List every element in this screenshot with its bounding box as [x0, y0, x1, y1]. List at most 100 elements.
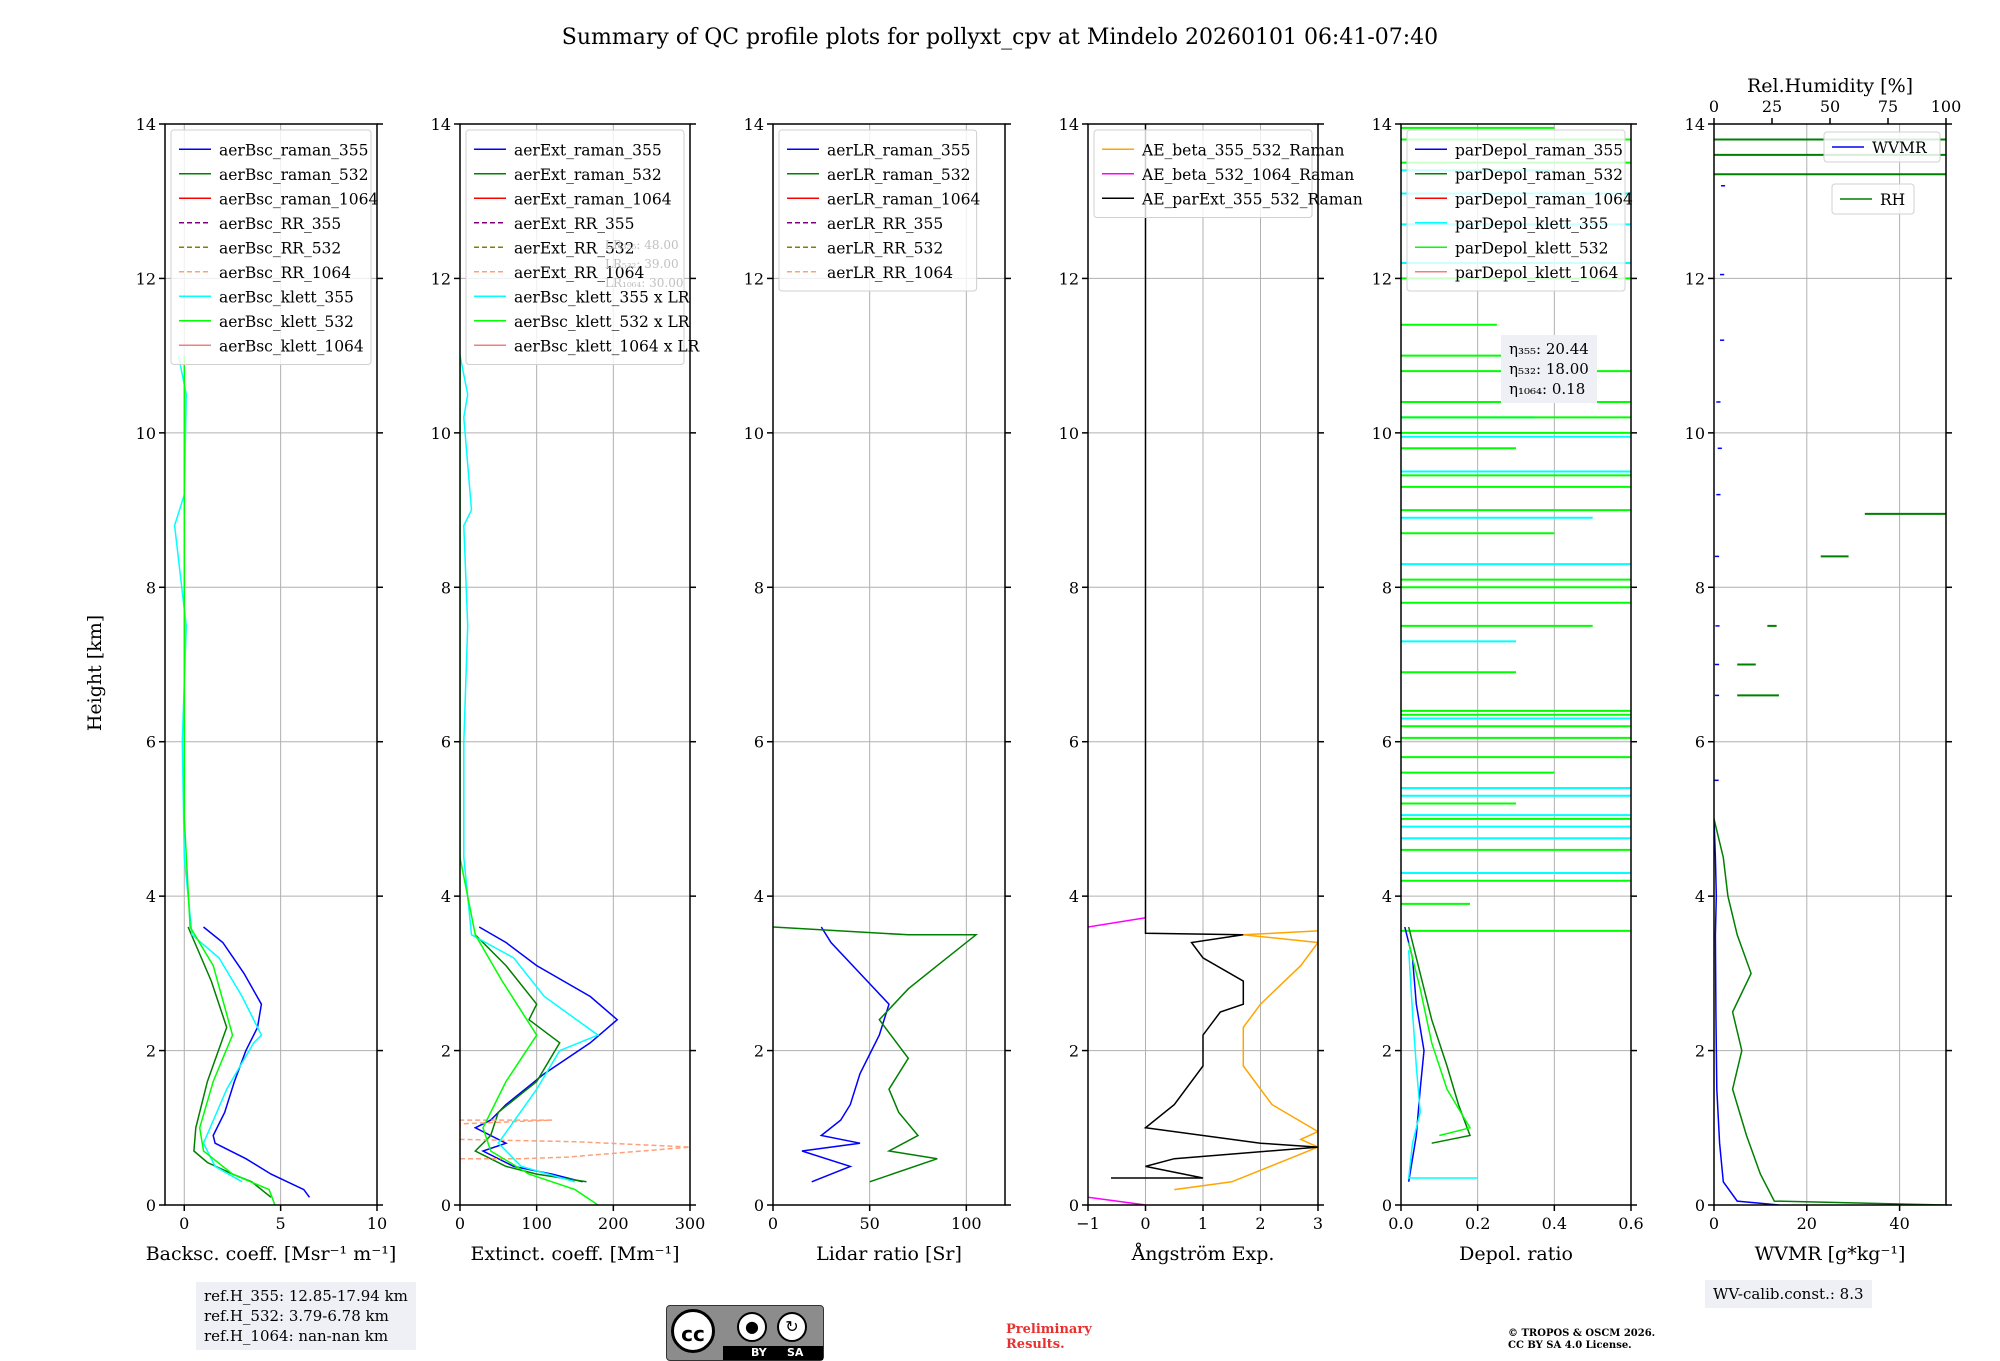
y-tick-label: 10 [431, 424, 451, 443]
legend-label: AE_beta_532_1064_Raman [1141, 166, 1354, 184]
legend-label: parDepol_klett_1064 [1455, 264, 1618, 282]
y-tick-label: 12 [744, 269, 764, 288]
plot-series [773, 926, 979, 1183]
eta-1064: η₁₀₆₄: 0.18 [1509, 380, 1586, 398]
preliminary-line2: Results. [1006, 1337, 1065, 1352]
x2-tick-label: 25 [1762, 97, 1782, 116]
legend-label: aerBsc_klett_1064 x LR [514, 337, 701, 355]
y-tick-label: 4 [1382, 887, 1392, 906]
legend-label: aerExt_RR_532 [514, 239, 635, 257]
x-tick-label: 50 [859, 1214, 879, 1233]
preliminary-notice: Preliminary Results. [1006, 1322, 1092, 1352]
x-tick-label: 0.0 [1388, 1214, 1413, 1233]
x2-tick-label: 50 [1820, 97, 1840, 116]
plot-series [173, 355, 311, 1205]
legend-label: aerExt_raman_355 [514, 141, 662, 159]
legend-label: parDepol_raman_532 [1455, 166, 1623, 184]
x-tick-label: 0 [455, 1214, 465, 1233]
legend-label: parDepol_klett_532 [1455, 239, 1608, 257]
x2-axis-label: Rel.Humidity [%] [1747, 75, 1913, 97]
ref-height-532: ref.H_532: 3.79-6.78 km [204, 1307, 389, 1325]
series-AE_parExt_355_532_Raman [1111, 124, 1318, 1179]
x-axis-label: Ångström Exp. [1131, 1243, 1275, 1265]
y-tick-label: 6 [1382, 733, 1392, 752]
plot-frame [772, 123, 1006, 1206]
x-tick-label: 0.4 [1542, 1214, 1567, 1233]
plot-series [460, 355, 690, 1205]
x-tick-label: 0 [768, 1214, 778, 1233]
x-tick-label: 20 [1797, 1214, 1817, 1233]
legend: AE_beta_355_532_Raman AE_beta_532_1064_Ra… [1093, 129, 1363, 218]
eta-355: η₃₅₅: 20.44 [1509, 340, 1589, 358]
legend-label: parDepol_raman_1064 [1455, 190, 1633, 208]
by-label: BY [751, 1346, 767, 1359]
series-aerExt_raman_355 [473, 926, 619, 1183]
preliminary-line1: Preliminary [1006, 1322, 1092, 1337]
wv-calib-box: WV-calib.const.: 8.3 [1705, 1280, 1872, 1308]
series-RH [1714, 818, 1946, 1205]
y-tick-label: 8 [1069, 578, 1079, 597]
plot-series [1088, 124, 1318, 1205]
x2-tick-label: 100 [1931, 97, 1962, 116]
legend-label: AE_parExt_355_532_Raman [1141, 190, 1363, 208]
plot-frame [1400, 123, 1632, 1206]
copyright-notice: © TROPOS & OSCM 2026. CC BY SA 4.0 Licen… [1508, 1328, 1655, 1352]
eta-532: η₅₃₂: 18.00 [1509, 360, 1589, 378]
y-tick-label: 4 [754, 887, 764, 906]
panel-depol: 0 2 4 6 8 10 12 14 0.0 0.2 0.4 0.6 Depol. ratio parDe… [1372, 115, 1644, 1265]
copyright-line2: CC BY SA 4.0 License. [1508, 1340, 1632, 1351]
plot-area [1401, 124, 1631, 1205]
plot-frame [1087, 123, 1319, 1206]
x-tick-label: 0 [1140, 1214, 1150, 1233]
y-tick-label: 10 [1372, 424, 1392, 443]
legend-label: aerExt_RR_1064 [514, 264, 645, 282]
legend-box [778, 129, 978, 292]
y-tick-label: 8 [1382, 578, 1392, 597]
legend-label: aerBsc_klett_1064 [219, 337, 364, 355]
y-tick-label: 10 [744, 424, 764, 443]
legend-box [1823, 131, 1941, 163]
y-tick-label: 0 [754, 1196, 764, 1215]
figure-title: Summary of QC profile plots for pollyxt_… [562, 25, 1438, 50]
legend-label: aerBsc_raman_1064 [219, 190, 379, 208]
legend-label: WVMR [1872, 139, 1928, 157]
series-AE_beta_532_1064_Raman [1088, 1196, 1146, 1205]
legend-label: aerLR_raman_355 [827, 141, 970, 159]
x-tick-label: 3 [1313, 1214, 1323, 1233]
legend-box [1831, 183, 1915, 215]
legend: aerBsc_raman_355 aerBsc_raman_532 aerBsc_r… [170, 129, 379, 365]
y-tick-label: 0 [1382, 1196, 1392, 1215]
y-tick-label: 10 [1685, 424, 1705, 443]
legend-label: aerBsc_raman_355 [219, 141, 369, 159]
legend: parDepol_raman_355 parDepol_raman_532 parD… [1406, 129, 1633, 292]
y-tick-label: 14 [1685, 115, 1705, 134]
legend-label: aerLR_RR_1064 [827, 264, 953, 282]
y-tick-label: 4 [441, 887, 451, 906]
y-tick-label: 4 [1695, 887, 1705, 906]
x2-tick-label: 75 [1878, 97, 1898, 116]
legend-label: aerBsc_klett_532 x LR [514, 313, 691, 331]
series-aerBsc_klett_532 x LR [460, 355, 599, 1205]
legend-label: parDepol_klett_355 [1455, 215, 1608, 233]
x-tick-label: 10 [367, 1214, 387, 1233]
series-WVMR [1714, 818, 1780, 1205]
plot-frame [164, 123, 378, 1206]
panel-lidar_ratio: 0 2 4 6 8 10 12 14 0 50 100 Lidar ratio [Sr] aerLR_r… [744, 115, 1011, 1265]
x-tick-label: 0 [179, 1214, 189, 1233]
y-tick-label: 6 [1069, 733, 1079, 752]
y-tick-label: 2 [146, 1042, 156, 1061]
wv-calib-const: WV-calib.const.: 8.3 [1713, 1285, 1864, 1303]
y-tick-label: 12 [136, 269, 156, 288]
legend-label: aerBsc_klett_355 [219, 288, 354, 306]
y-tick-label: 12 [431, 269, 451, 288]
cc-icon: cc [671, 1309, 715, 1353]
y-tick-label: 10 [136, 424, 156, 443]
legend-label: aerLR_RR_355 [827, 215, 943, 233]
x-tick-label: 100 [521, 1214, 552, 1233]
copyright-line1: © TROPOS & OSCM 2026. [1508, 1328, 1656, 1339]
legend-label: aerLR_raman_532 [827, 166, 970, 184]
plot-frame [1713, 123, 1947, 1206]
legend-label: aerLR_RR_532 [827, 239, 943, 257]
